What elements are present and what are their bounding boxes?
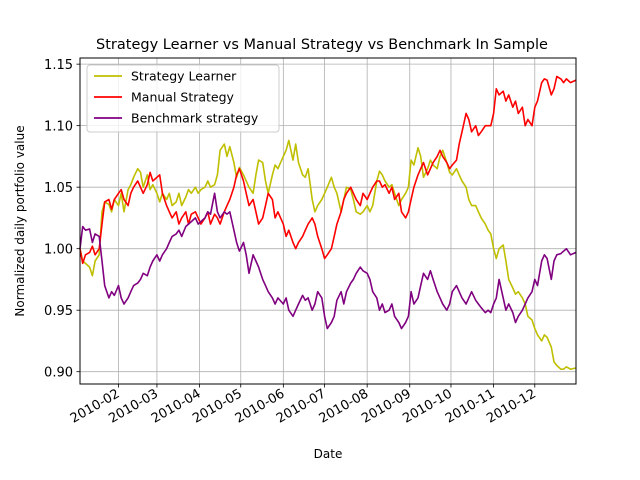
legend-label-benchmark-strategy: Benchmark strategy <box>131 111 259 126</box>
y-tick-label: 1.15 <box>44 58 73 73</box>
plot-lines <box>79 75 577 370</box>
axes-frame <box>79 57 577 385</box>
legend-label-strategy-learner: Strategy Learner <box>131 69 237 84</box>
legend-label-manual-strategy: Manual Strategy <box>131 90 235 105</box>
legend-box <box>86 64 280 133</box>
x-axis-label: Date <box>314 447 343 461</box>
y-tick-label: 0.95 <box>44 304 73 319</box>
legend: Strategy Learner Manual Strategy Benchma… <box>86 64 280 133</box>
y-tick-label: 0.90 <box>44 366 73 381</box>
y-tick-label: 1.10 <box>44 120 73 135</box>
series-line-benchmark-strategy <box>79 192 577 330</box>
y-tick-label: 1.05 <box>44 181 73 196</box>
chart-title: Strategy Learner vs Manual Strategy vs B… <box>96 37 548 53</box>
series-line-manual-strategy <box>79 75 577 265</box>
y-tick-label: 1.00 <box>44 243 73 258</box>
series-line-strategy-learner <box>79 139 577 370</box>
grid <box>80 58 576 384</box>
y-axis-label: Normalized daily portfolio value <box>13 125 27 316</box>
